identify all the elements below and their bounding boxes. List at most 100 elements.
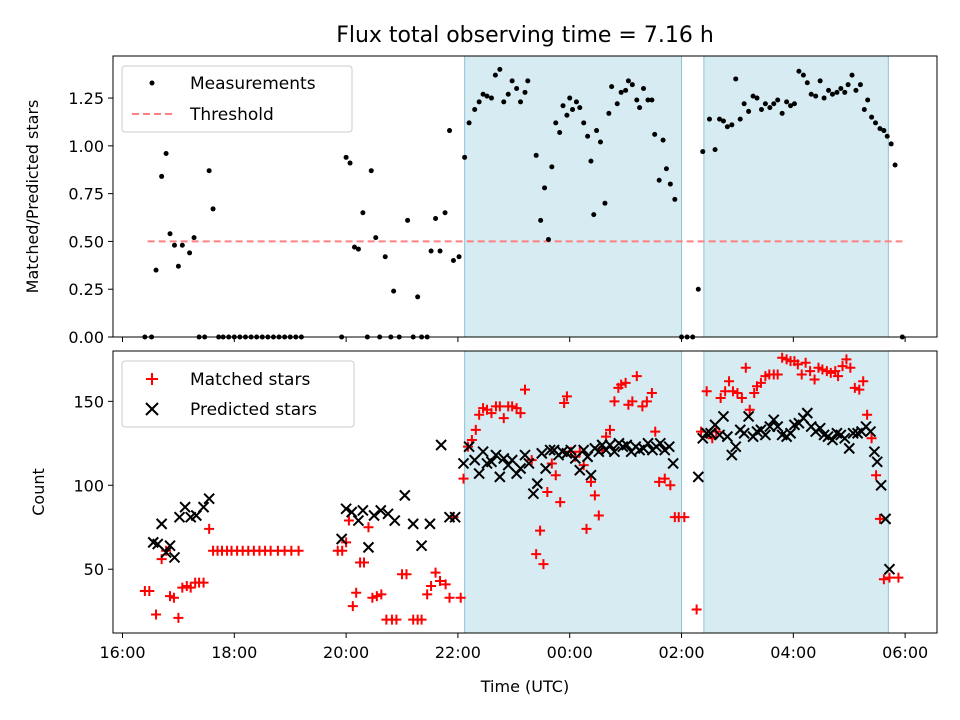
measurement-point — [442, 210, 448, 216]
top-y-axis-label: Matched/Predicted stars — [23, 100, 42, 294]
predicted-star-point — [585, 469, 597, 481]
measurement-point — [456, 254, 462, 260]
measurement-point — [804, 80, 810, 86]
matched-star-point — [715, 393, 726, 403]
measurement-point — [509, 78, 515, 84]
predicted-star-point — [539, 462, 552, 475]
observing-window-shading — [464, 351, 889, 633]
measurement-points — [142, 66, 905, 340]
measurement-point — [712, 147, 718, 153]
predicted-star-point — [424, 518, 436, 530]
measurement-point — [542, 185, 548, 191]
predicted-star-point — [771, 420, 784, 433]
measurement-point — [347, 160, 353, 166]
predicted-star-point — [875, 479, 887, 491]
matched-star-point — [531, 549, 542, 560]
bottom-y-axis-ticks: 50 100 150 — [73, 392, 113, 579]
predicted-star-point — [730, 440, 742, 453]
measurement-point — [175, 263, 181, 269]
matched-star-point — [724, 376, 735, 387]
legend-label-matched: Matched stars — [190, 370, 310, 390]
matched-star-point — [515, 408, 526, 419]
measurement-point — [187, 250, 193, 256]
measurement-point — [591, 212, 597, 218]
matched-star-point — [837, 361, 848, 372]
predicted-star-point — [468, 454, 481, 466]
measurement-point — [553, 120, 559, 126]
matched-star-point — [792, 359, 803, 370]
measurement-point — [488, 95, 494, 101]
predicted-star-point — [604, 439, 616, 451]
matched-star-point — [659, 473, 670, 484]
predicted-star-point — [663, 440, 675, 453]
measurement-point — [538, 217, 544, 223]
measurement-point — [672, 196, 678, 202]
matched-star-point — [561, 391, 572, 402]
measurement-point — [472, 107, 478, 113]
predicted-star-point — [168, 551, 181, 564]
measurement-point — [159, 173, 165, 179]
x-tick-label: 18:00 — [211, 643, 257, 662]
matched-star-point — [474, 409, 485, 420]
measurement-point — [845, 82, 851, 88]
matched-star-point — [363, 522, 374, 533]
measurement-point — [861, 107, 867, 113]
matched-star-point — [679, 512, 690, 523]
measurement-point — [667, 181, 673, 187]
matched-star-point — [805, 366, 816, 377]
predicted-star-point — [544, 444, 556, 456]
predicted-star-point — [608, 446, 621, 458]
measurement-point — [720, 118, 726, 124]
predicted-star-point — [457, 457, 470, 470]
predicted-star-point — [574, 464, 586, 476]
matched-star-point — [641, 396, 652, 407]
measurement-point — [888, 141, 894, 147]
top-y-axis-ticks: 0.00 0.25 0.50 0.75 1.00 1.25 — [68, 89, 113, 347]
matched-star-point — [878, 574, 889, 585]
measurement-point — [415, 294, 421, 300]
measurement-point — [737, 116, 743, 122]
measurement-point — [821, 95, 827, 101]
matched-star-point — [520, 384, 530, 395]
bottom-legend: Matched stars Predicted stars — [121, 360, 355, 428]
predicted-star-point — [654, 437, 666, 450]
predicted-star-point — [164, 540, 176, 552]
matched-star-point — [351, 587, 362, 598]
bottom-panel: 50 100 150 16:00 18:00 20:00 22:00 00:00 02:00 0… — [29, 350, 938, 696]
predicted-star-point — [577, 444, 590, 456]
matched-star-point — [732, 387, 743, 398]
legend-label-measurements: Measurements — [190, 74, 316, 94]
measurement-point — [594, 128, 600, 134]
matched-star-point — [841, 354, 852, 365]
predicted-star-point — [490, 449, 502, 461]
measurement-point — [405, 217, 411, 223]
predicted-star-point — [801, 407, 814, 419]
matched-star-point — [347, 601, 358, 612]
matched-star-point — [371, 591, 382, 602]
predicted-star-point — [864, 425, 877, 438]
matched-star-point — [796, 369, 807, 380]
matched-star-point — [871, 470, 882, 481]
measurement-point — [545, 237, 551, 243]
measurement-point — [518, 99, 524, 105]
matched-star-point — [604, 424, 615, 435]
measurement-point — [634, 97, 640, 103]
measurement-point — [700, 149, 706, 155]
legend-marker-matched — [146, 373, 158, 385]
predicted-star-point — [357, 504, 369, 517]
observing-window-shading — [464, 56, 889, 337]
measurement-point — [733, 76, 739, 82]
matched-star-point — [507, 401, 518, 412]
measurement-point — [618, 89, 624, 95]
measurement-point — [741, 101, 747, 107]
matched-star-point — [144, 586, 155, 597]
measurement-point — [163, 150, 169, 156]
measurement-point — [625, 78, 631, 84]
predicted-star-point — [726, 449, 738, 461]
predicted-star-point — [717, 410, 730, 423]
measurement-point — [549, 164, 555, 170]
matched-star-point — [535, 525, 546, 536]
y-tick-label: 150 — [73, 392, 104, 411]
predicted-star-point — [155, 518, 168, 530]
matched-star-point — [204, 523, 215, 534]
